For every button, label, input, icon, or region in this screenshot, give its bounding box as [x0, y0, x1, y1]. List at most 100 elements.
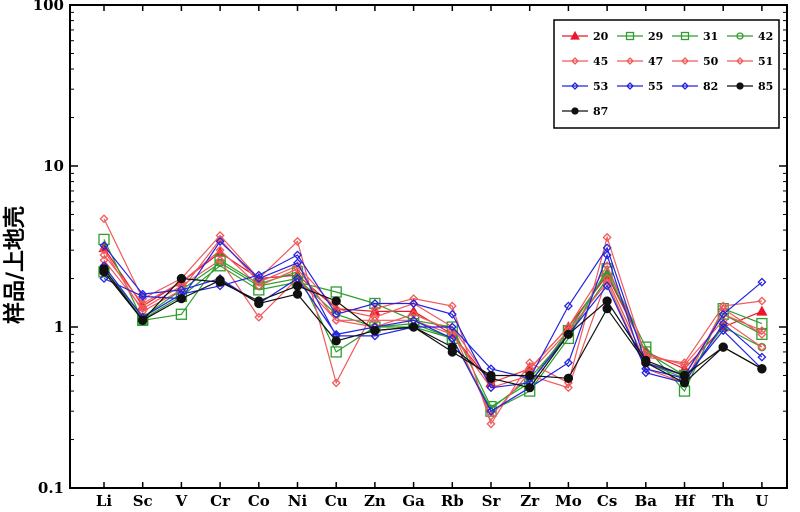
legend-label: 20 — [593, 30, 609, 43]
data-point — [447, 309, 457, 319]
data-point — [486, 383, 496, 393]
data-point — [486, 370, 496, 381]
series-layer — [98, 214, 768, 429]
data-point — [447, 347, 457, 357]
data-point — [98, 233, 110, 246]
legend-marker — [626, 82, 634, 90]
data-point — [602, 281, 612, 291]
legend-entry: 55 — [617, 80, 663, 93]
series-87 — [99, 267, 767, 388]
data-point — [447, 322, 457, 332]
data-point — [525, 383, 535, 393]
data-point — [718, 304, 728, 314]
legend-label: 87 — [593, 105, 608, 118]
legend-label: 29 — [648, 30, 663, 43]
legend-marker — [571, 107, 579, 115]
data-point — [292, 250, 303, 260]
data-point — [563, 329, 574, 340]
series-line — [103, 265, 763, 408]
series-line — [103, 254, 763, 389]
data-point — [757, 296, 767, 306]
legend-marker — [681, 57, 689, 65]
data-point — [176, 273, 187, 284]
legend-entry: 29 — [617, 30, 663, 43]
x-tick-label: Co — [248, 492, 270, 510]
data-point — [331, 296, 341, 306]
data-point — [331, 336, 341, 346]
legend-entry: 50 — [672, 55, 719, 68]
data-point — [254, 274, 264, 284]
data-point — [99, 267, 109, 277]
legend-marker — [571, 82, 579, 90]
legend-label: 50 — [703, 55, 719, 68]
legend-label: 82 — [703, 80, 718, 93]
legend-entry: 47 — [617, 55, 663, 68]
data-point — [292, 281, 303, 291]
data-point — [641, 368, 651, 378]
legend-entry: 85 — [727, 80, 773, 93]
data-point — [254, 312, 264, 322]
data-point — [757, 342, 767, 352]
data-point — [756, 328, 768, 341]
data-point — [409, 294, 419, 304]
data-point — [602, 261, 612, 271]
data-point — [215, 255, 225, 265]
series-line — [103, 268, 763, 389]
data-point — [563, 383, 573, 393]
legend-marker — [736, 32, 744, 40]
data-point — [757, 329, 767, 339]
data-point — [525, 358, 535, 368]
data-point — [757, 364, 767, 374]
data-point — [99, 241, 109, 251]
data-point — [486, 419, 496, 429]
legend-label: 31 — [703, 30, 718, 43]
legend-entry: 45 — [562, 55, 608, 68]
x-tick-label: Ba — [635, 492, 658, 510]
data-point — [215, 275, 225, 285]
data-point — [447, 333, 457, 343]
legend-marker — [680, 31, 690, 41]
series-line — [103, 271, 763, 384]
plot-frame — [69, 4, 788, 489]
data-point — [679, 360, 690, 370]
x-tick-label: Sc — [133, 492, 153, 510]
legend-label: 47 — [648, 55, 663, 68]
legend-entry: 87 — [562, 105, 608, 118]
data-point — [408, 322, 419, 332]
data-point — [138, 315, 148, 325]
legend-marker — [571, 57, 579, 65]
x-tick-label: Rb — [441, 492, 464, 510]
legend-label: 85 — [758, 80, 773, 93]
legend-entry: 31 — [672, 30, 718, 43]
data-point — [602, 296, 612, 306]
x-tick-label: Mo — [555, 492, 582, 510]
data-point — [331, 315, 341, 325]
x-tick-label: Th — [712, 492, 734, 510]
data-point — [756, 317, 768, 330]
data-point — [292, 289, 303, 299]
data-point — [331, 304, 341, 314]
data-point — [409, 298, 419, 308]
x-tick-label: U — [755, 492, 768, 510]
legend-entry: 82 — [672, 80, 718, 93]
x-tick-label: V — [175, 492, 188, 510]
legend-label: 55 — [648, 80, 663, 93]
data-point — [99, 214, 109, 224]
legend-entry: 20 — [562, 30, 609, 43]
data-point — [563, 358, 573, 368]
y-tick-label: 10 — [43, 157, 64, 175]
series-line — [103, 245, 763, 413]
data-point — [370, 304, 380, 314]
y-tick-label: 1 — [54, 318, 64, 336]
legend-label: 51 — [758, 55, 773, 68]
data-point — [641, 358, 651, 368]
x-tick-label: Ni — [288, 492, 308, 510]
axis-ticks: 0.1 1 10 100 Li Sc V Cr Co Ni Cu Zn Ga Rb Sr Zr Mo Cs Ba Hf… — [33, 0, 787, 510]
data-point — [602, 304, 612, 314]
data-point — [138, 298, 148, 308]
x-tick-label: Cs — [597, 492, 617, 510]
data-point — [254, 281, 264, 291]
legend-entry: 42 — [727, 30, 773, 43]
y-tick-label: 0.1 — [38, 479, 64, 497]
